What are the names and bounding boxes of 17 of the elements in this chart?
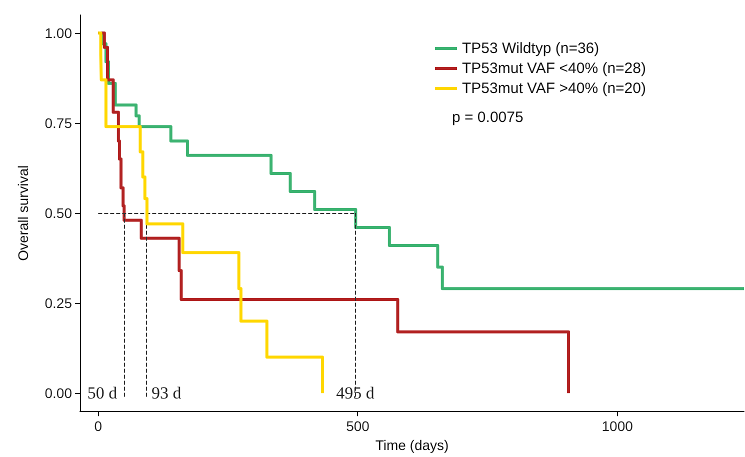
y-tick-label: 0.75 <box>44 115 72 132</box>
y-tick-label: 0.50 <box>44 205 72 222</box>
legend-label: TP53mut VAF >40% (n=20) <box>462 80 646 97</box>
y-axis-title: Overall survival <box>15 165 31 261</box>
annotation: p = 0.0075 <box>452 109 524 126</box>
y-tick-label: 1.00 <box>44 25 72 42</box>
legend-label: TP53 Wildtyp (n=36) <box>462 40 600 57</box>
ref-line-label: 495 d <box>336 384 375 403</box>
y-tick-label: 0.25 <box>44 295 72 312</box>
ref-line-label: 50 d <box>87 384 118 403</box>
ref-line-label: 93 d <box>151 384 182 403</box>
y-tick-label: 0.00 <box>44 385 72 402</box>
x-tick-label: 1000 <box>602 418 634 434</box>
legend-label: TP53mut VAF <40% (n=28) <box>462 60 646 77</box>
x-axis-title: Time (days) <box>375 437 449 453</box>
x-tick-label: 0 <box>94 418 102 434</box>
x-tick-label: 500 <box>346 418 370 434</box>
